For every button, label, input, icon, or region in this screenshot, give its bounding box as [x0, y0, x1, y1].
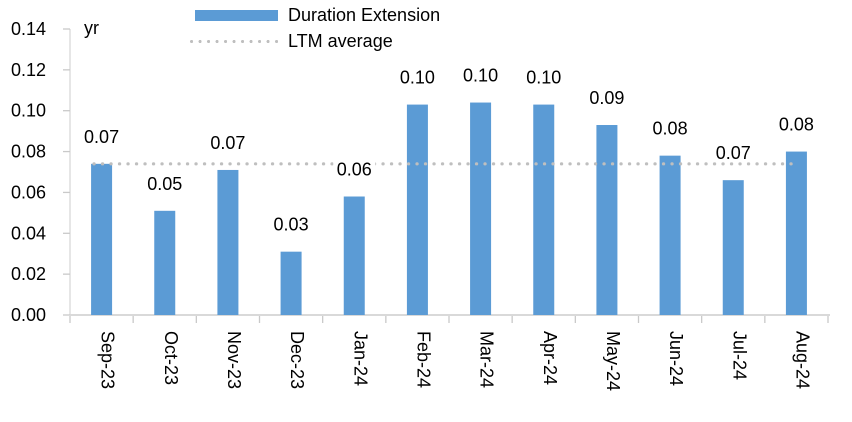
bar — [154, 210, 176, 315]
y-axis-tick-label: 0.12 — [11, 60, 46, 80]
legend-label-duration-extension: Duration Extension — [288, 5, 441, 25]
legend-item-ltm-average: LTM average — [190, 32, 440, 50]
bar-series — [91, 102, 807, 316]
y-axis-tick-label: 0.00 — [11, 305, 46, 325]
data-labels: 0.07 0.05 0.07 0.03 0.06 0.10 0.10 0.10 0.09 0.08… — [80, 63, 818, 235]
data-label-backing — [270, 212, 313, 234]
data-label-backing — [712, 141, 755, 163]
data-label-backing — [80, 124, 123, 146]
data-label-backing — [522, 65, 565, 87]
bar-value-label: 0.03 — [274, 215, 309, 235]
data-label-backing — [585, 86, 628, 108]
x-axis-tick-label: Jun-24 — [666, 331, 686, 386]
bar-value-label: 0.07 — [84, 127, 119, 147]
bar — [659, 155, 681, 315]
y-axis-tick-label: 0.02 — [11, 264, 46, 284]
y-axis-tick-label: 0.06 — [11, 182, 46, 202]
bar — [722, 180, 744, 315]
data-label-backing — [333, 157, 376, 179]
legend-item-duration-extension: Duration Extension — [190, 6, 440, 24]
bar — [406, 104, 428, 315]
data-label-backing — [775, 112, 818, 134]
bar — [217, 169, 239, 315]
data-label-backing — [143, 171, 186, 193]
bar-value-label: 0.07 — [716, 143, 751, 163]
x-axis-tick-label: Mar-24 — [477, 331, 497, 388]
bar — [533, 104, 555, 315]
x-axis-tick-label: Oct-23 — [161, 331, 181, 385]
bar — [343, 196, 365, 315]
y-axis-tick-label: 0.10 — [11, 101, 46, 121]
bar-value-label: 0.08 — [779, 115, 814, 135]
x-axis-tick-labels: Sep-23 Oct-23 Nov-23 Dec-23 Jan-24 Feb-24 Mar-… — [98, 331, 813, 391]
y-axis-tick-label: 0.08 — [11, 142, 46, 162]
x-axis-tick-label: Nov-23 — [224, 331, 244, 389]
bar-series-swatch-icon — [195, 9, 278, 21]
y-axis-tick-labels: 0.00 0.02 0.04 0.06 0.08 0.10 0.12 0.14 — [11, 19, 46, 325]
legend-label-ltm-average: LTM average — [288, 31, 393, 51]
x-axis-tick-label: May-24 — [603, 331, 623, 391]
x-axis-tick-label: Jul-24 — [729, 331, 749, 380]
data-label-backing — [649, 116, 692, 138]
y-axis-tick-label: 0.14 — [11, 19, 46, 39]
data-label-backing — [206, 130, 249, 152]
data-label-backing — [396, 65, 439, 87]
axis-lines — [63, 28, 830, 323]
x-axis-tick-label: Feb-24 — [413, 331, 433, 388]
bar-value-label: 0.06 — [337, 160, 372, 180]
y-axis-tick-label: 0.04 — [11, 223, 46, 243]
bar — [280, 251, 302, 315]
bar — [596, 125, 618, 315]
x-axis-tick-label: Aug-24 — [792, 331, 812, 389]
x-axis-tick-label: Dec-23 — [287, 331, 307, 389]
bar — [785, 151, 807, 315]
bar-value-label: 0.10 — [526, 68, 561, 88]
bar-value-label: 0.08 — [653, 119, 688, 139]
y-axis-unit-label: yr — [84, 18, 99, 38]
x-axis-tick-label: Sep-23 — [98, 331, 118, 389]
bar — [470, 102, 492, 316]
bar-value-label: 0.05 — [147, 174, 182, 194]
bar-value-label: 0.10 — [400, 68, 435, 88]
bar — [91, 163, 113, 315]
bar-value-label: 0.10 — [463, 66, 498, 86]
dotted-line-swatch-icon — [190, 39, 278, 43]
x-axis-tick-label: Apr-24 — [540, 331, 560, 385]
bar-value-label: 0.09 — [589, 88, 624, 108]
legend: Duration Extension LTM average — [190, 6, 440, 58]
data-label-backing — [459, 63, 502, 85]
bar-value-label: 0.07 — [210, 133, 245, 153]
x-axis-tick-label: Jan-24 — [350, 331, 370, 386]
